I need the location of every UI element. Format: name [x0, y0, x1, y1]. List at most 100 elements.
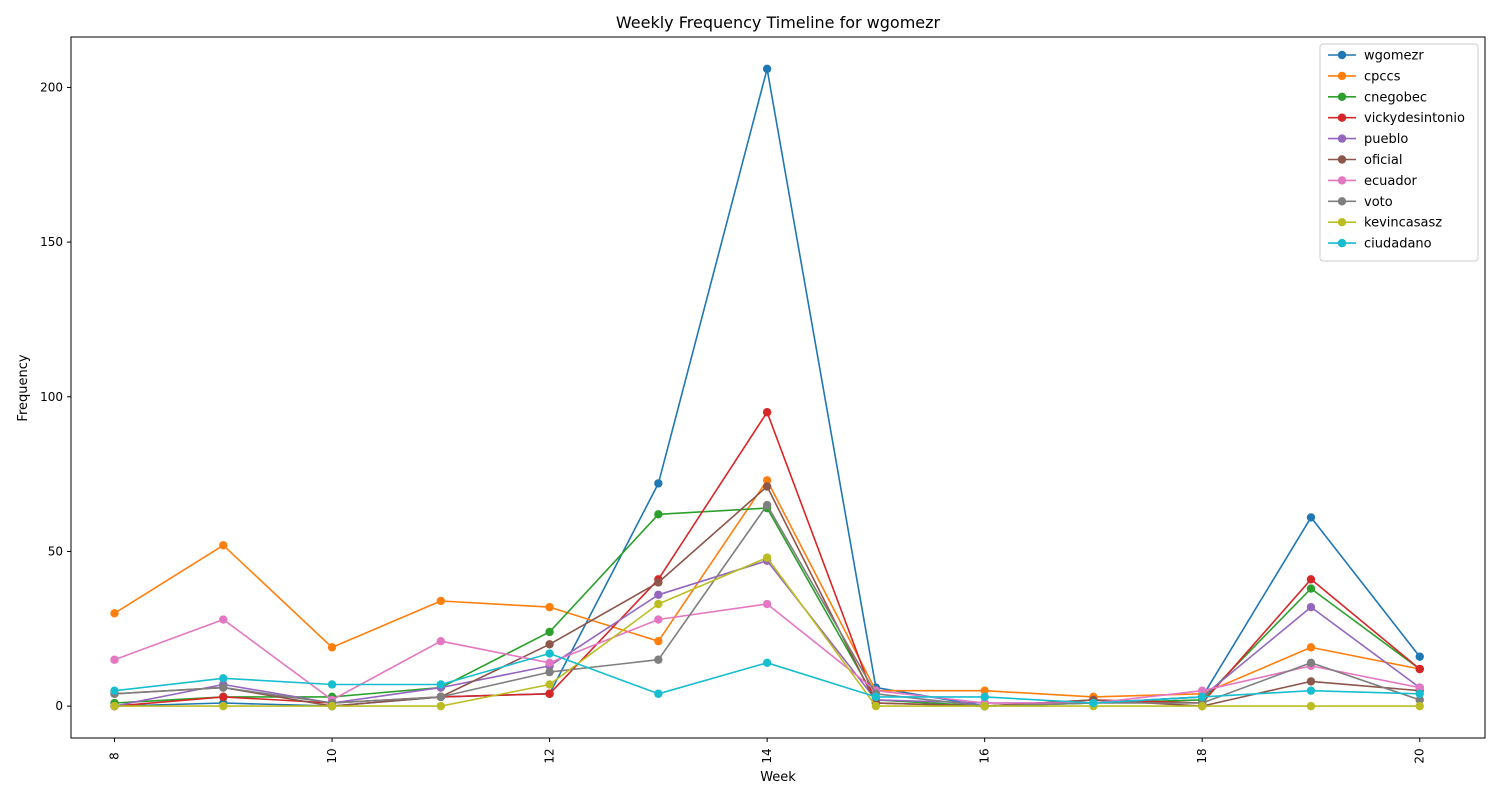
x-tick-label: 20 — [1413, 748, 1427, 763]
legend-label: wgomezr — [1364, 49, 1424, 64]
x-tick-label: 14 — [760, 748, 774, 763]
data-point — [219, 701, 228, 711]
data-point — [654, 599, 663, 609]
data-point — [327, 701, 337, 711]
data-point — [219, 692, 228, 702]
legend-label: kevincasasz — [1364, 216, 1442, 231]
data-point — [871, 701, 881, 711]
legend-swatch-marker — [1337, 176, 1347, 185]
series-line — [114, 603, 1420, 704]
data-point — [762, 476, 772, 485]
x-tick-label: 18 — [1195, 748, 1209, 763]
legend-swatch-marker — [1337, 155, 1347, 164]
data-point — [436, 680, 446, 689]
data-point — [1198, 686, 1207, 695]
data-point — [654, 510, 663, 519]
x-tick-label: 16 — [978, 748, 992, 763]
data-point — [110, 609, 119, 618]
data-point — [1415, 664, 1424, 674]
data-point — [1089, 698, 1098, 708]
data-point — [654, 479, 663, 488]
series-ecuador — [110, 599, 1424, 708]
data-point — [545, 649, 554, 658]
data-point — [654, 615, 663, 624]
data-point — [110, 701, 119, 711]
data-point — [545, 658, 554, 668]
series-wgomezr — [110, 64, 1424, 711]
data-point — [1198, 701, 1207, 711]
y-tick-label: 0 — [55, 699, 63, 713]
plot-marks — [110, 64, 1424, 711]
legend-label: pueblo — [1364, 132, 1408, 147]
data-point — [762, 553, 772, 562]
data-point — [1306, 701, 1316, 711]
data-point — [1306, 686, 1316, 695]
legend-item: cpccs — [1328, 69, 1401, 84]
data-point — [1306, 602, 1316, 612]
data-point — [1306, 643, 1316, 652]
y-axis-ticks: 0 50 100 150 200 — [40, 80, 71, 713]
data-point — [762, 658, 772, 668]
x-axis-label: Week — [760, 770, 796, 785]
data-point — [980, 701, 989, 711]
data-point — [1415, 701, 1424, 711]
legend-item: ecuador — [1328, 174, 1418, 189]
legend-item: cnegobec — [1328, 90, 1427, 105]
series-ciudadano — [110, 649, 1424, 708]
data-point — [219, 674, 228, 683]
data-point — [762, 64, 772, 74]
data-point — [654, 655, 663, 664]
data-point — [980, 686, 989, 695]
legend-item: pueblo — [1328, 132, 1408, 147]
data-point — [1306, 658, 1316, 668]
legend-label: ecuador — [1364, 174, 1418, 189]
legend-swatch-marker — [1337, 92, 1347, 102]
legend-swatch-marker — [1337, 71, 1347, 81]
data-point — [219, 541, 228, 550]
plot-frame — [70, 36, 1486, 739]
data-point — [1306, 513, 1316, 522]
x-axis-ticks: 8 10 12 14 16 18 20 — [108, 738, 1427, 764]
legend-swatch-marker — [1337, 218, 1347, 227]
legend-item: kevincasasz — [1328, 216, 1442, 231]
legend-item: wgomezr — [1328, 49, 1424, 64]
series-line — [114, 485, 1420, 707]
series-line — [114, 68, 1421, 707]
data-point — [110, 655, 119, 664]
data-point — [762, 482, 772, 491]
data-point — [762, 408, 772, 417]
legend-box — [1319, 43, 1479, 262]
data-point — [545, 667, 554, 677]
legend-swatch-marker — [1337, 113, 1347, 122]
data-point — [545, 680, 554, 689]
legend-item: oficial — [1328, 153, 1402, 168]
data-point — [545, 627, 554, 637]
chart-title: Weekly Frequency Timeline for wgomezr — [616, 13, 941, 32]
data-point — [1198, 692, 1207, 702]
y-tick-label: 50 — [48, 544, 63, 558]
x-tick-label: 8 — [108, 752, 122, 760]
y-tick-label: 150 — [40, 235, 63, 249]
data-point — [654, 578, 663, 587]
data-point — [1415, 689, 1424, 698]
legend-label: cnegobec — [1364, 90, 1427, 105]
legend-label: ciudadano — [1364, 237, 1432, 252]
data-point — [871, 692, 881, 702]
data-point — [436, 692, 446, 702]
legend-item: ciudadano — [1328, 237, 1432, 252]
y-tick-label: 100 — [40, 390, 63, 404]
x-tick-label: 10 — [325, 748, 339, 763]
legend-item: vickydesintonio — [1328, 111, 1465, 126]
legend-label: oficial — [1364, 153, 1402, 168]
data-point — [1415, 652, 1424, 661]
legend-swatch-marker — [1337, 197, 1347, 206]
data-point — [762, 500, 772, 510]
data-point — [545, 640, 554, 649]
data-point — [545, 689, 554, 698]
y-axis-label: Frequency — [16, 354, 31, 421]
legend-swatch-marker — [1337, 50, 1347, 60]
legend-swatch-marker — [1337, 238, 1347, 248]
data-point — [762, 599, 772, 609]
x-tick-label: 12 — [543, 748, 557, 763]
data-point — [1415, 683, 1424, 692]
